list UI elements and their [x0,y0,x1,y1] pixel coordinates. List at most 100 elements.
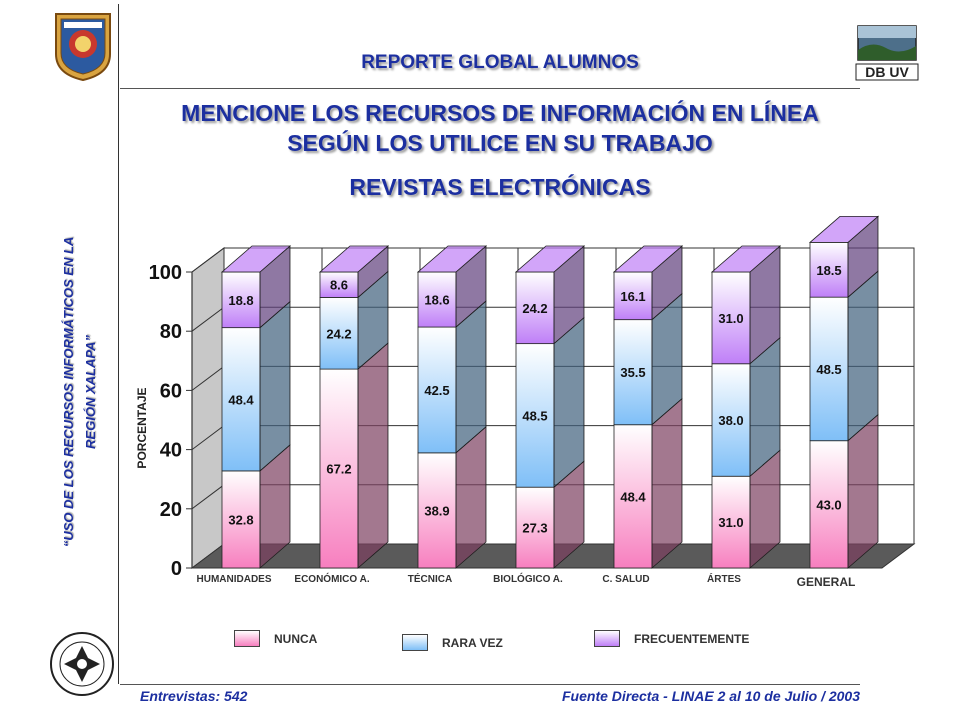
bar-top-face [318,245,390,273]
legend-swatch-frecuentemente [594,630,620,647]
y-tick-label-100: 100 [149,262,182,284]
bar-front-segment [809,241,849,298]
bar-top-face [710,245,782,273]
bar-front-segment [417,452,457,569]
bar-side-shade [260,301,290,471]
bar-top-face [514,245,586,273]
bar-front-segment [711,271,751,365]
x-category-label: TÉCNICA [408,572,452,585]
bar-side-shade [848,216,878,298]
bar-data-label: 8.6 [330,278,348,293]
bar-side-shade [750,337,780,477]
bar-top-face [612,245,684,273]
x-category-label: BIOLÓGICO A. [493,572,563,585]
bar-front-segment [221,327,261,472]
legend-item-frecuentemente: FRECUENTEMENTE [594,630,749,647]
bar-data-label: 27.3 [522,521,547,536]
bar-top-face [808,215,880,243]
question-title-line-2: SEGÚN LOS UTILICE EN SU TRABAJO [287,130,713,156]
bar-front-segment [319,297,359,370]
bar-front-segment [809,440,849,569]
bar-data-label: 18.6 [424,293,449,308]
bar-side-shade [456,246,486,328]
bar-side-shade [456,426,486,568]
legend-swatch-nunca [234,630,260,647]
research-seal-logo [50,632,114,696]
x-category-label: C. SALUD [602,574,649,585]
page-header-title: REPORTE GLOBAL ALUMNOS [361,52,639,73]
x-category-label: GENERAL [797,575,856,589]
gridline-100 [191,247,914,273]
chart-side-wall [191,247,225,569]
y-tick-label-80: 80 [160,321,182,343]
bar-side-shade [848,414,878,568]
bar-side-shade [358,271,388,370]
x-category-label: HUMANIDADES [197,574,272,585]
left-vertical-divider [118,4,119,684]
y-tick-label-60: 60 [160,380,182,402]
bar-side-shade [652,398,682,568]
y-tick-label-40: 40 [160,440,182,462]
bar-front-segment [809,296,849,442]
question-title-line-1: MENCIONE LOS RECURSOS DE INFORMACIÓN EN … [181,100,819,126]
bar-front-segment [613,319,653,426]
dbuv-logo: DB UV [855,25,919,81]
bar-data-label: 43.0 [816,497,841,512]
legend-item-rara-vez: RARA VEZ [402,634,503,651]
bar-side-shade [848,271,878,441]
bar-data-label: 24.2 [522,301,547,316]
bar-side-shade [652,293,682,425]
bar-side-shade [554,461,584,568]
bar-data-label: 38.9 [424,503,449,518]
bar-front-segment [221,470,261,569]
bar-side-shade [554,246,584,344]
x-category-label: ÁRTES [707,572,741,585]
bar-data-label: 35.5 [620,365,645,380]
y-axis-label: PORCENTAJE [135,387,149,468]
bar-front-segment [711,363,751,477]
university-seal-logo [55,13,111,82]
bar-front-segment [417,271,457,328]
chart-subtitle: REVISTAS ELECTRÓNICAS [349,174,651,200]
bar-data-label: 18.8 [228,293,253,308]
bar-data-label: 32.8 [228,512,253,527]
bar-top-face [220,245,292,273]
bar-front-segment [417,326,457,454]
bar-side-shade [750,450,780,568]
bar-side-shade [358,343,388,568]
footer-interviews: Entrevistas: 542 [140,688,248,704]
bar-side-shade [358,246,388,298]
bar-data-label: 48.4 [620,489,646,504]
footer-divider [120,684,860,685]
bar-data-label: 31.0 [718,311,743,326]
bar-data-label: 67.2 [326,462,351,477]
bar-data-label: 48.5 [816,362,841,377]
bar-side-shade [260,246,290,328]
bar-data-label: 31.0 [718,515,743,530]
bar-front-segment [613,424,653,569]
legend-item-nunca: NUNCA [234,630,317,647]
bar-data-label: 38.0 [718,413,743,428]
bar-side-shade [260,444,290,568]
y-tick-label-0: 0 [171,558,182,580]
question-title: MENCIONE LOS RECURSOS DE INFORMACIÓN EN … [120,98,880,158]
legend-swatch-rara-vez [402,634,428,651]
legend-label-nunca: NUNCA [274,631,318,646]
bar-data-label: 18.5 [816,263,841,278]
bar-front-segment [515,271,555,345]
bar-data-label: 42.5 [424,383,449,398]
bar-front-segment [613,271,653,321]
x-category-label: ECONÓMICO A. [294,572,369,585]
legend-label-frecuentemente: FRECUENTEMENTE [634,631,750,646]
bar-data-label: 16.1 [620,289,645,304]
bar-side-shade [554,317,584,488]
bar-data-label: 48.5 [522,408,547,423]
header-divider [120,88,860,89]
footer-source: Fuente Directa - LINAE 2 al 10 de Julio … [562,688,860,704]
legend-label-rara-vez: RARA VEZ [442,635,503,650]
bar-data-label: 48.4 [228,392,254,407]
bar-side-shade [750,246,780,364]
y-tick-label-20: 20 [160,499,182,521]
bar-data-label: 24.2 [326,326,351,341]
